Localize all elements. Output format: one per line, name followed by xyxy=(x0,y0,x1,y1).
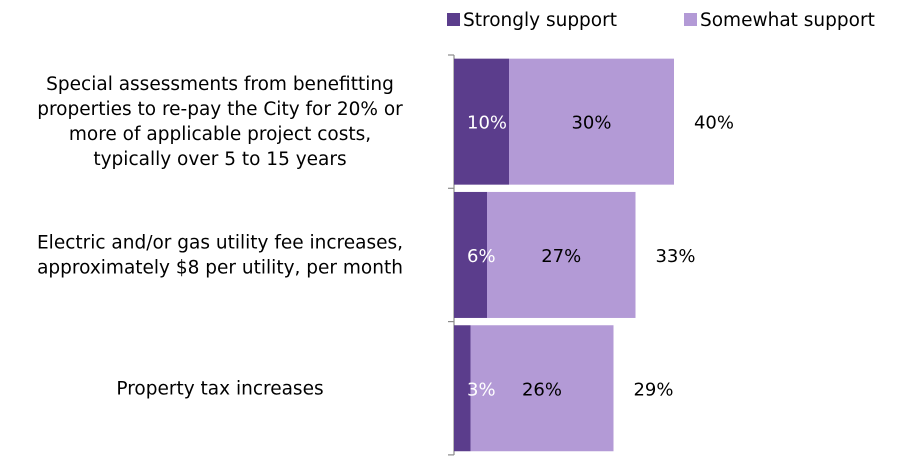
category-label-line: approximately $8 per utility, per month xyxy=(37,257,403,278)
category-label: Property tax increases xyxy=(116,378,323,399)
legend-swatch xyxy=(447,13,460,26)
data-label: 10% xyxy=(467,113,507,134)
legend-label: Strongly support xyxy=(463,10,617,31)
total-label: 40% xyxy=(694,113,734,134)
legend: Strongly support Somewhat support xyxy=(447,10,875,31)
category-label-line: typically over 5 to 15 years xyxy=(93,149,346,170)
data-label: 6% xyxy=(467,246,496,267)
data-label: 30% xyxy=(571,113,611,134)
bar-segment-somewhat xyxy=(487,191,636,318)
bar-segment-strongly xyxy=(454,191,487,318)
legend-swatch xyxy=(684,13,697,26)
bars xyxy=(454,58,674,452)
category-label-line: Special assessments from benefitting xyxy=(46,74,394,95)
category-label-line: properties to re-pay the City for 20% or xyxy=(37,99,403,120)
bar-segment-strongly xyxy=(454,58,509,185)
category-label: Special assessments from benefitting prop… xyxy=(37,74,403,170)
total-label: 29% xyxy=(633,379,673,400)
labels: Special assessments from benefitting prop… xyxy=(37,74,734,400)
data-label: 3% xyxy=(467,379,496,400)
total-label: 33% xyxy=(655,246,695,267)
bar-segment-somewhat xyxy=(470,325,614,452)
legend-label: Somewhat support xyxy=(700,10,875,31)
bar-segment-somewhat xyxy=(509,58,674,185)
category-label-line: Electric and/or gas utility fee increase… xyxy=(37,232,403,253)
data-label: 26% xyxy=(522,379,562,400)
category-label: Electric and/or gas utility fee increase… xyxy=(37,232,403,278)
category-label-line: Property tax increases xyxy=(116,378,323,399)
bar-segment-strongly xyxy=(454,325,471,452)
category-label-line: more of applicable project costs, xyxy=(69,124,371,145)
data-label: 27% xyxy=(541,246,581,267)
category-axis xyxy=(448,54,455,456)
